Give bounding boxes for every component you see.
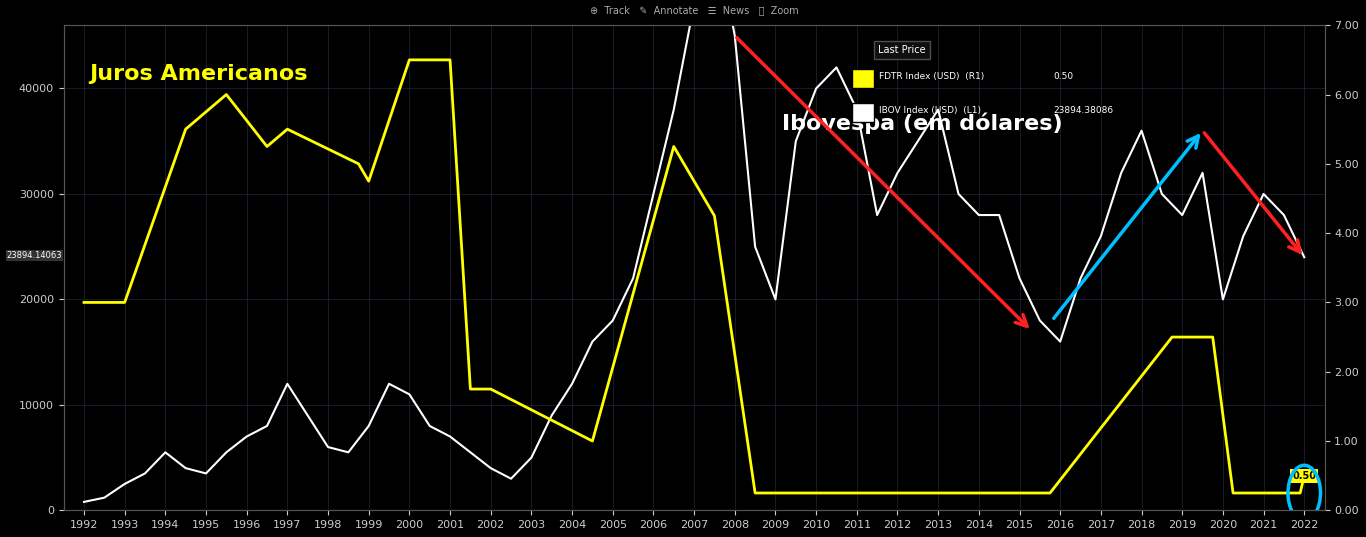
FancyBboxPatch shape [852,69,874,88]
FancyBboxPatch shape [852,103,874,122]
Text: 0.50: 0.50 [1053,71,1074,81]
Text: FDTR Index (USD)  (R1): FDTR Index (USD) (R1) [880,71,985,81]
Text: 23894.38086: 23894.38086 [1053,106,1113,114]
Text: ⊕  Track   ✎  Annotate   ☰  News   🔍  Zoom: ⊕ Track ✎ Annotate ☰ News 🔍 Zoom [590,5,798,16]
Text: IBOV Index (USD)  (L1): IBOV Index (USD) (L1) [880,106,981,114]
Text: 23894.14063: 23894.14063 [7,251,63,260]
Text: 0.50: 0.50 [1292,471,1317,481]
Text: Juros Americanos: Juros Americanos [89,64,307,84]
Text: Ibovespa (em dólares): Ibovespa (em dólares) [783,113,1063,134]
Text: Last Price: Last Price [878,45,926,55]
